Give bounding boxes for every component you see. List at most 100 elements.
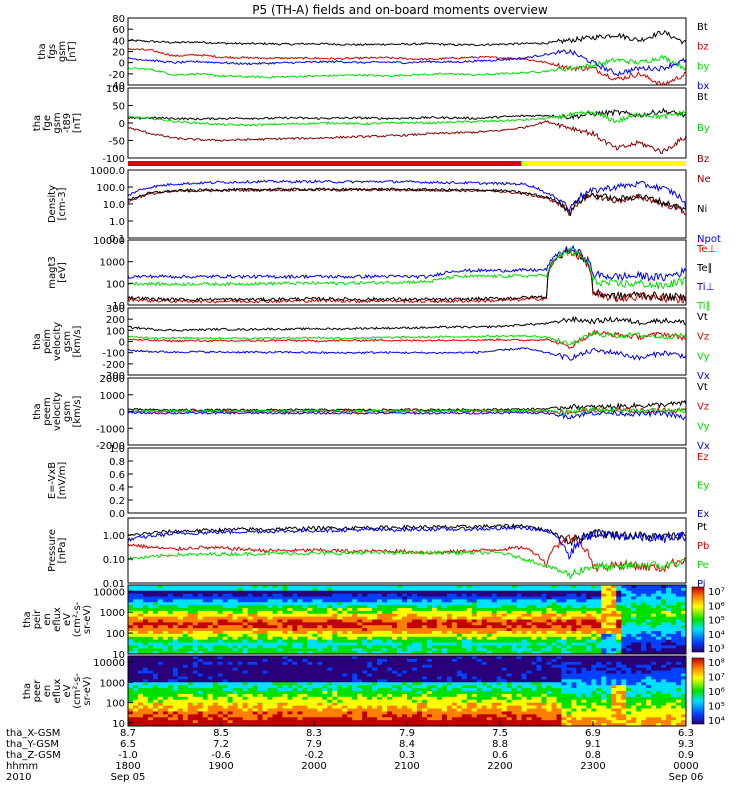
spectrogram-cell (516, 702, 522, 706)
spectrogram-cell (157, 602, 164, 606)
spectrogram-cell (222, 717, 229, 721)
spectrogram-cell (128, 685, 134, 689)
spectrogram-cell (262, 608, 268, 612)
spectrogram-cell (606, 605, 612, 609)
spectrogram-cell (322, 608, 328, 612)
spectrogram-cell (506, 714, 513, 718)
spectrogram-cell (307, 699, 313, 704)
spectrogram-cell (242, 664, 248, 669)
spectrogram-cell (656, 590, 662, 595)
spectrogram-cell (162, 685, 169, 689)
spectrogram-cell (486, 699, 493, 704)
spectrogram-cell (207, 590, 214, 595)
spectrogram-cell (202, 685, 209, 689)
spectrogram-cell (601, 602, 607, 606)
spectrogram-cell (128, 673, 134, 677)
spectrogram-cell (277, 628, 283, 632)
spectrogram-cell (302, 664, 308, 669)
spectrogram-cell (436, 625, 443, 629)
spectrogram-cell (377, 610, 383, 615)
spectrogram-cell (357, 699, 363, 704)
spectrogram-cell (591, 590, 597, 595)
spectrogram-cell (247, 667, 253, 671)
spectrogram-cell (252, 676, 258, 680)
spectrogram-cell (456, 676, 463, 680)
spectrogram-cell (481, 636, 488, 641)
spectrogram-cell (676, 642, 682, 646)
spectrogram-cell (666, 645, 672, 649)
spectrogram-cell (332, 711, 338, 715)
spectrogram-cell (162, 610, 169, 615)
spectrogram-cell (342, 602, 348, 606)
spectrogram-cell (506, 661, 513, 666)
spectrogram-cell (352, 619, 358, 623)
spectrogram-cell (362, 723, 368, 727)
spectrogram-cell (162, 585, 169, 589)
spectrogram-cell (262, 723, 268, 727)
spectrogram-cell (287, 587, 293, 592)
spectrogram-cell (237, 608, 243, 612)
spectrogram-cell (297, 625, 303, 629)
spectrogram-cell (177, 639, 184, 643)
spectrogram-cell (272, 699, 278, 704)
spectrogram-cell (586, 645, 592, 649)
spectrogram-cell (262, 720, 268, 724)
spectrogram-cell (362, 691, 368, 695)
spectrogram-cell (142, 693, 149, 698)
spectrogram-cell (526, 633, 532, 638)
spectrogram-cell (222, 622, 229, 626)
spectrogram-cell (556, 610, 562, 615)
spectrogram-cell (446, 590, 453, 595)
spectrogram-cell (416, 651, 423, 655)
spectrogram-cell (167, 676, 174, 680)
spectrogram-cell (431, 676, 438, 680)
spectrogram-cell (546, 596, 552, 600)
spectrogram-cell (132, 696, 139, 701)
spectrogram-cell (656, 602, 662, 606)
spectrogram-cell (506, 602, 513, 606)
spectrogram-cell (556, 688, 562, 692)
spectrogram-cell (636, 593, 642, 597)
spectrogram-cell (481, 670, 488, 674)
spectrogram-cell (227, 699, 234, 704)
series-line-Vx (127, 347, 687, 361)
spectrogram-cell (342, 625, 348, 629)
spectrogram-cell (307, 599, 313, 603)
spectrogram-cell (481, 664, 488, 669)
spectrogram-cell (367, 720, 373, 724)
spectrogram-cell (536, 693, 542, 698)
spectrogram-cell (611, 648, 617, 652)
spectrogram-cell (332, 605, 338, 609)
spectrogram-cell (202, 651, 209, 655)
spectrogram-cell (247, 631, 253, 635)
spectrogram-cell (247, 699, 253, 704)
spectrogram-cell (407, 670, 413, 674)
spectrogram-cell (456, 596, 463, 600)
spectrogram-cell (621, 648, 627, 652)
spectrogram-cell (317, 658, 323, 663)
spectrogram-cell (172, 691, 179, 695)
spectrogram-cell (496, 714, 503, 718)
spectrogram-cell (536, 705, 542, 709)
spectrogram-cell (302, 610, 308, 615)
spectrogram-cell (322, 676, 328, 680)
spectrogram-cell (187, 673, 194, 677)
spectrogram-cell (137, 699, 144, 704)
spectrogram-cell (232, 605, 239, 609)
spectrogram-cell (247, 616, 253, 620)
spectrogram-cell (347, 676, 353, 680)
spectrogram-cell (486, 587, 493, 592)
spectrogram-cell (431, 685, 438, 689)
spectrogram-cell (561, 693, 567, 698)
spectrogram-cell (431, 628, 438, 632)
spectrogram-cell (481, 673, 488, 677)
spectrogram-cell (511, 688, 517, 692)
spectrogram-cell (142, 682, 149, 686)
spectrogram-cell (641, 596, 647, 600)
spectrogram-cell (681, 628, 687, 632)
spectrogram-cell (337, 693, 343, 698)
spectrogram-cell (287, 667, 293, 671)
spectrogram-cell (576, 610, 582, 615)
spectrogram-cell (317, 708, 323, 712)
spectrogram-cell (496, 625, 503, 629)
